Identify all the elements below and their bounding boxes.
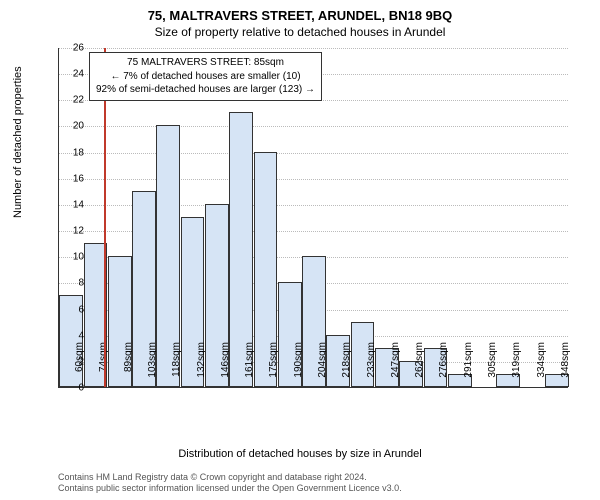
x-tick-label: 291sqm	[463, 342, 474, 392]
x-tick-label: 319sqm	[511, 342, 522, 392]
x-axis-label: Distribution of detached houses by size …	[0, 448, 600, 460]
y-tick-label: 12	[60, 226, 84, 237]
callout-box: 75 MALTRAVERS STREET: 85sqm← 7% of detac…	[89, 52, 322, 101]
gridline	[59, 48, 568, 49]
callout-line: ← 7% of detached houses are smaller (10)	[96, 70, 315, 84]
y-tick-label: 14	[60, 199, 84, 210]
y-tick-label: 6	[60, 304, 84, 315]
callout-line: 92% of semi-detached houses are larger (…	[96, 83, 315, 97]
gridline	[59, 153, 568, 154]
footer-line-1: Contains HM Land Registry data © Crown c…	[58, 472, 402, 483]
y-tick-label: 22	[60, 95, 84, 106]
gridline	[59, 126, 568, 127]
footer-line-2: Contains public sector information licen…	[58, 483, 402, 494]
y-axis-label: Number of detached properties	[12, 66, 24, 218]
plot-area: 60sqm74sqm89sqm103sqm118sqm132sqm146sqm1…	[58, 48, 568, 388]
footer-attribution: Contains HM Land Registry data © Crown c…	[58, 472, 402, 495]
chart-title-main: 75, MALTRAVERS STREET, ARUNDEL, BN18 9BQ	[0, 0, 600, 23]
gridline	[59, 179, 568, 180]
y-tick-label: 0	[60, 383, 84, 394]
callout-line: 75 MALTRAVERS STREET: 85sqm	[96, 56, 315, 70]
y-tick-label: 18	[60, 147, 84, 158]
x-tick-label: 348sqm	[560, 342, 571, 392]
chart-title-sub: Size of property relative to detached ho…	[0, 23, 600, 39]
y-tick-label: 16	[60, 173, 84, 184]
y-tick-label: 4	[60, 330, 84, 341]
y-tick-label: 24	[60, 69, 84, 80]
y-tick-label: 10	[60, 252, 84, 263]
y-tick-label: 8	[60, 278, 84, 289]
y-tick-label: 2	[60, 356, 84, 367]
y-tick-label: 20	[60, 121, 84, 132]
chart-area: 60sqm74sqm89sqm103sqm118sqm132sqm146sqm1…	[58, 48, 568, 388]
y-tick-label: 26	[60, 43, 84, 54]
